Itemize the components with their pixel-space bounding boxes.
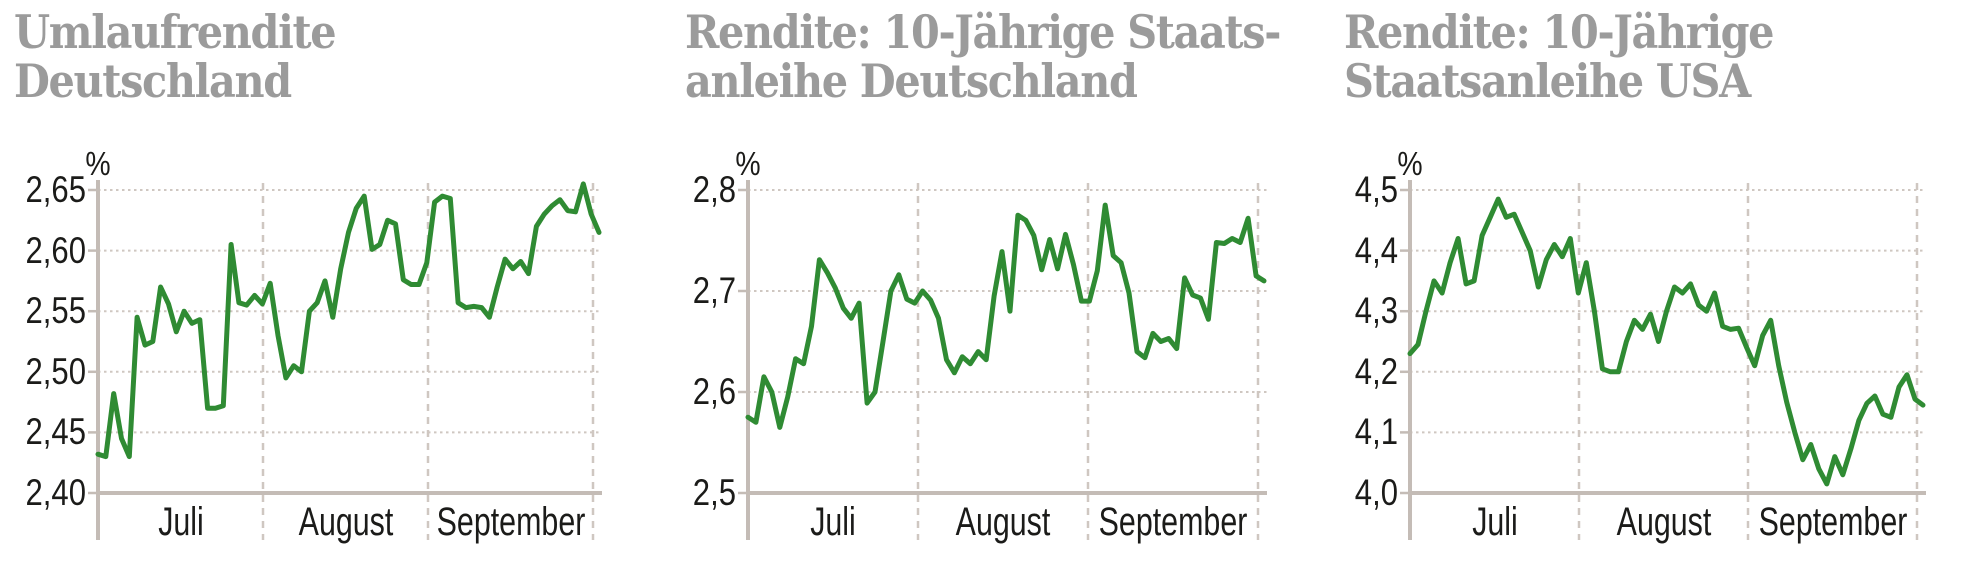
y-tick-label: 2,7 <box>692 270 736 311</box>
title-line-2: Staatsanleihe USA <box>1344 54 1751 108</box>
y-tick-label: 4,3 <box>1354 290 1398 332</box>
x-month-label: September <box>436 500 585 544</box>
y-tick-label: 2,40 <box>25 472 86 513</box>
title-line-1: Rendite: 10-Jährige Staats- <box>685 5 1281 59</box>
y-tick-label: 4,4 <box>1354 229 1398 271</box>
y-tick-label: 4,1 <box>1354 411 1398 453</box>
y-tick-label: 2,8 <box>692 169 736 210</box>
unit-percent-label: % <box>1397 145 1423 182</box>
series-line-bund-10y <box>745 202 1267 430</box>
y-tick-label: 2,60 <box>25 229 86 271</box>
title-line-2: anleihe Deutschland <box>685 54 1138 108</box>
title-line-1: Umlaufrendite <box>14 5 337 59</box>
x-month-label: Juli <box>1471 500 1518 544</box>
x-month-label: Juli <box>157 500 204 544</box>
y-tick-label: 2,65 <box>25 169 86 210</box>
y-tick-label: 2,50 <box>25 350 86 392</box>
y-tick-label: 2,6 <box>692 371 736 412</box>
x-month-label: September <box>1758 500 1907 544</box>
x-month-label: August <box>1616 500 1711 544</box>
y-tick-label: 2,45 <box>25 411 86 453</box>
chart-title-umlaufrendite-deutschland: Umlaufrendite Deutschland <box>14 5 337 108</box>
x-month-label: September <box>1098 500 1248 544</box>
title-line-1: Rendite: 10-Jährige <box>1344 5 1775 59</box>
unit-percent-label: % <box>85 145 111 182</box>
series-line-us-10y <box>1407 196 1926 487</box>
title-line-2: Deutschland <box>14 54 292 108</box>
x-month-label: August <box>955 500 1051 544</box>
y-tick-label: 4,5 <box>1354 169 1398 210</box>
series-line-umlaufrendite <box>95 181 602 460</box>
y-tick-label: 2,5 <box>692 472 736 513</box>
unit-percent-label: % <box>735 145 761 182</box>
chart-title-staatsanleihe-deutschland: Rendite: 10-Jährige Staats- anleihe Deut… <box>685 5 1281 108</box>
y-tick-label: 2,55 <box>25 290 86 332</box>
y-tick-label: 4,0 <box>1354 472 1398 513</box>
chart-title-staatsanleihe-usa: Rendite: 10-Jährige Staatsanleihe USA <box>1344 5 1775 108</box>
y-tick-label: 4,2 <box>1354 350 1398 392</box>
x-month-label: Juli <box>810 500 856 544</box>
x-month-label: August <box>298 500 393 544</box>
